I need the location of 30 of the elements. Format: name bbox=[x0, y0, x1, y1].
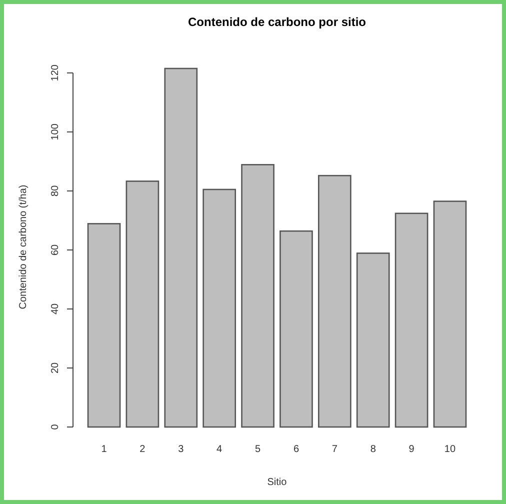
x-axis-title: Sitio bbox=[267, 477, 288, 488]
bar bbox=[356, 252, 390, 428]
x-tick-label: 5 bbox=[255, 444, 261, 455]
y-tick-label: 0 bbox=[50, 424, 61, 430]
y-tick-label: 120 bbox=[50, 64, 61, 82]
bar bbox=[241, 164, 274, 428]
y-tick-label: 20 bbox=[50, 362, 61, 374]
bar bbox=[433, 200, 467, 428]
x-tick-label: 4 bbox=[216, 444, 223, 455]
y-tick-label: 80 bbox=[50, 184, 61, 196]
chart-title: Contenido de carbono por sitio bbox=[188, 15, 366, 29]
bar bbox=[202, 188, 236, 428]
bar bbox=[126, 180, 160, 428]
bar bbox=[280, 230, 313, 428]
y-axis-title: Contenido de carbono (t/ha) bbox=[18, 184, 29, 310]
bar bbox=[318, 174, 352, 428]
x-tick-label: 6 bbox=[293, 444, 300, 455]
x-tick-label: 3 bbox=[178, 444, 184, 455]
y-tick-label: 60 bbox=[50, 244, 61, 256]
x-tick-label: 7 bbox=[332, 444, 338, 455]
x-tick-label: 2 bbox=[140, 444, 146, 455]
y-tick-label: 100 bbox=[50, 123, 61, 140]
bar bbox=[394, 212, 428, 428]
x-tick-label: 9 bbox=[408, 444, 415, 455]
y-tick-label: 40 bbox=[50, 302, 61, 315]
x-tick-label: 8 bbox=[370, 444, 376, 455]
bar bbox=[164, 68, 198, 428]
bar bbox=[87, 223, 121, 428]
x-tick-label: 10 bbox=[444, 444, 456, 455]
x-tick-label: 1 bbox=[101, 444, 108, 455]
